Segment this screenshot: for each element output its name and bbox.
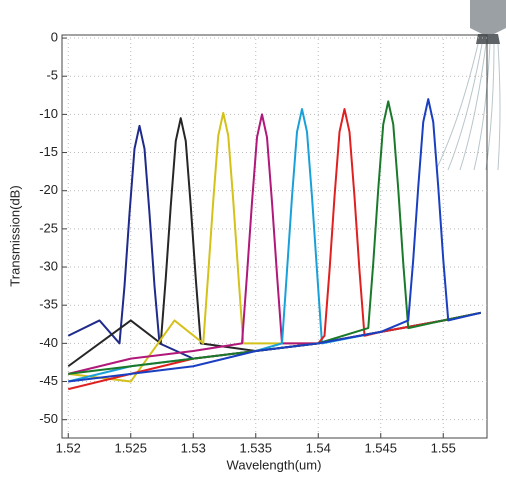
x-tick-label: 1.53 <box>181 440 206 455</box>
fiber-array-illustration <box>435 0 506 171</box>
x-tick-label: 1.545 <box>364 440 397 455</box>
y-tick-label: -20 <box>39 182 58 197</box>
x-axis-label: Wavelength(um) <box>227 457 322 472</box>
y-axis-label: Transmission(dB) <box>7 185 22 286</box>
spectrum-line <box>68 100 481 375</box>
y-tick-label: -25 <box>39 220 58 235</box>
y-tick-label: -5 <box>46 68 58 83</box>
y-tick-label: 0 <box>51 29 58 44</box>
spectrum-line <box>68 113 481 375</box>
plot-frame <box>61 34 488 439</box>
x-tick-label: 1.535 <box>239 440 272 455</box>
x-tick-label: 1.54 <box>306 440 331 455</box>
x-tick-label: 1.52 <box>56 440 81 455</box>
y-tick-label: -45 <box>39 373 58 388</box>
spectrum-line <box>68 98 481 383</box>
y-tick-label: -15 <box>39 144 58 159</box>
plot-area <box>67 98 481 391</box>
x-tick-label: 1.55 <box>431 440 456 455</box>
y-tick-label: -30 <box>39 258 58 273</box>
y-tick-label: -35 <box>39 297 58 312</box>
y-tick-label: -40 <box>39 335 58 350</box>
y-tick-label: -10 <box>39 106 58 121</box>
x-tick-label: 1.525 <box>114 440 147 455</box>
y-tick-label: -50 <box>39 411 58 426</box>
